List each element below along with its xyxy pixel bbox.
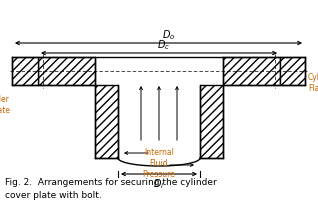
Text: Internal
Fluid
Pressure: Internal Fluid Pressure bbox=[142, 148, 176, 179]
Bar bbox=[95, 85, 118, 158]
Bar bbox=[12, 57, 38, 85]
Text: Fig. 2.  Arrangements for securing the cylinder
cover plate with bolt.: Fig. 2. Arrangements for securing the cy… bbox=[5, 178, 217, 199]
Bar bbox=[280, 57, 305, 85]
Text: $D_i$: $D_i$ bbox=[153, 177, 165, 191]
Text: $D_c$: $D_c$ bbox=[157, 38, 170, 52]
Bar bbox=[223, 57, 280, 85]
Text: Cylinder
Cover Plate: Cylinder Cover Plate bbox=[0, 95, 10, 115]
Text: Cylinder
Flange: Cylinder Flange bbox=[308, 73, 318, 93]
Bar bbox=[200, 85, 223, 158]
Bar bbox=[38, 57, 95, 85]
Text: $D_o$: $D_o$ bbox=[162, 28, 175, 42]
